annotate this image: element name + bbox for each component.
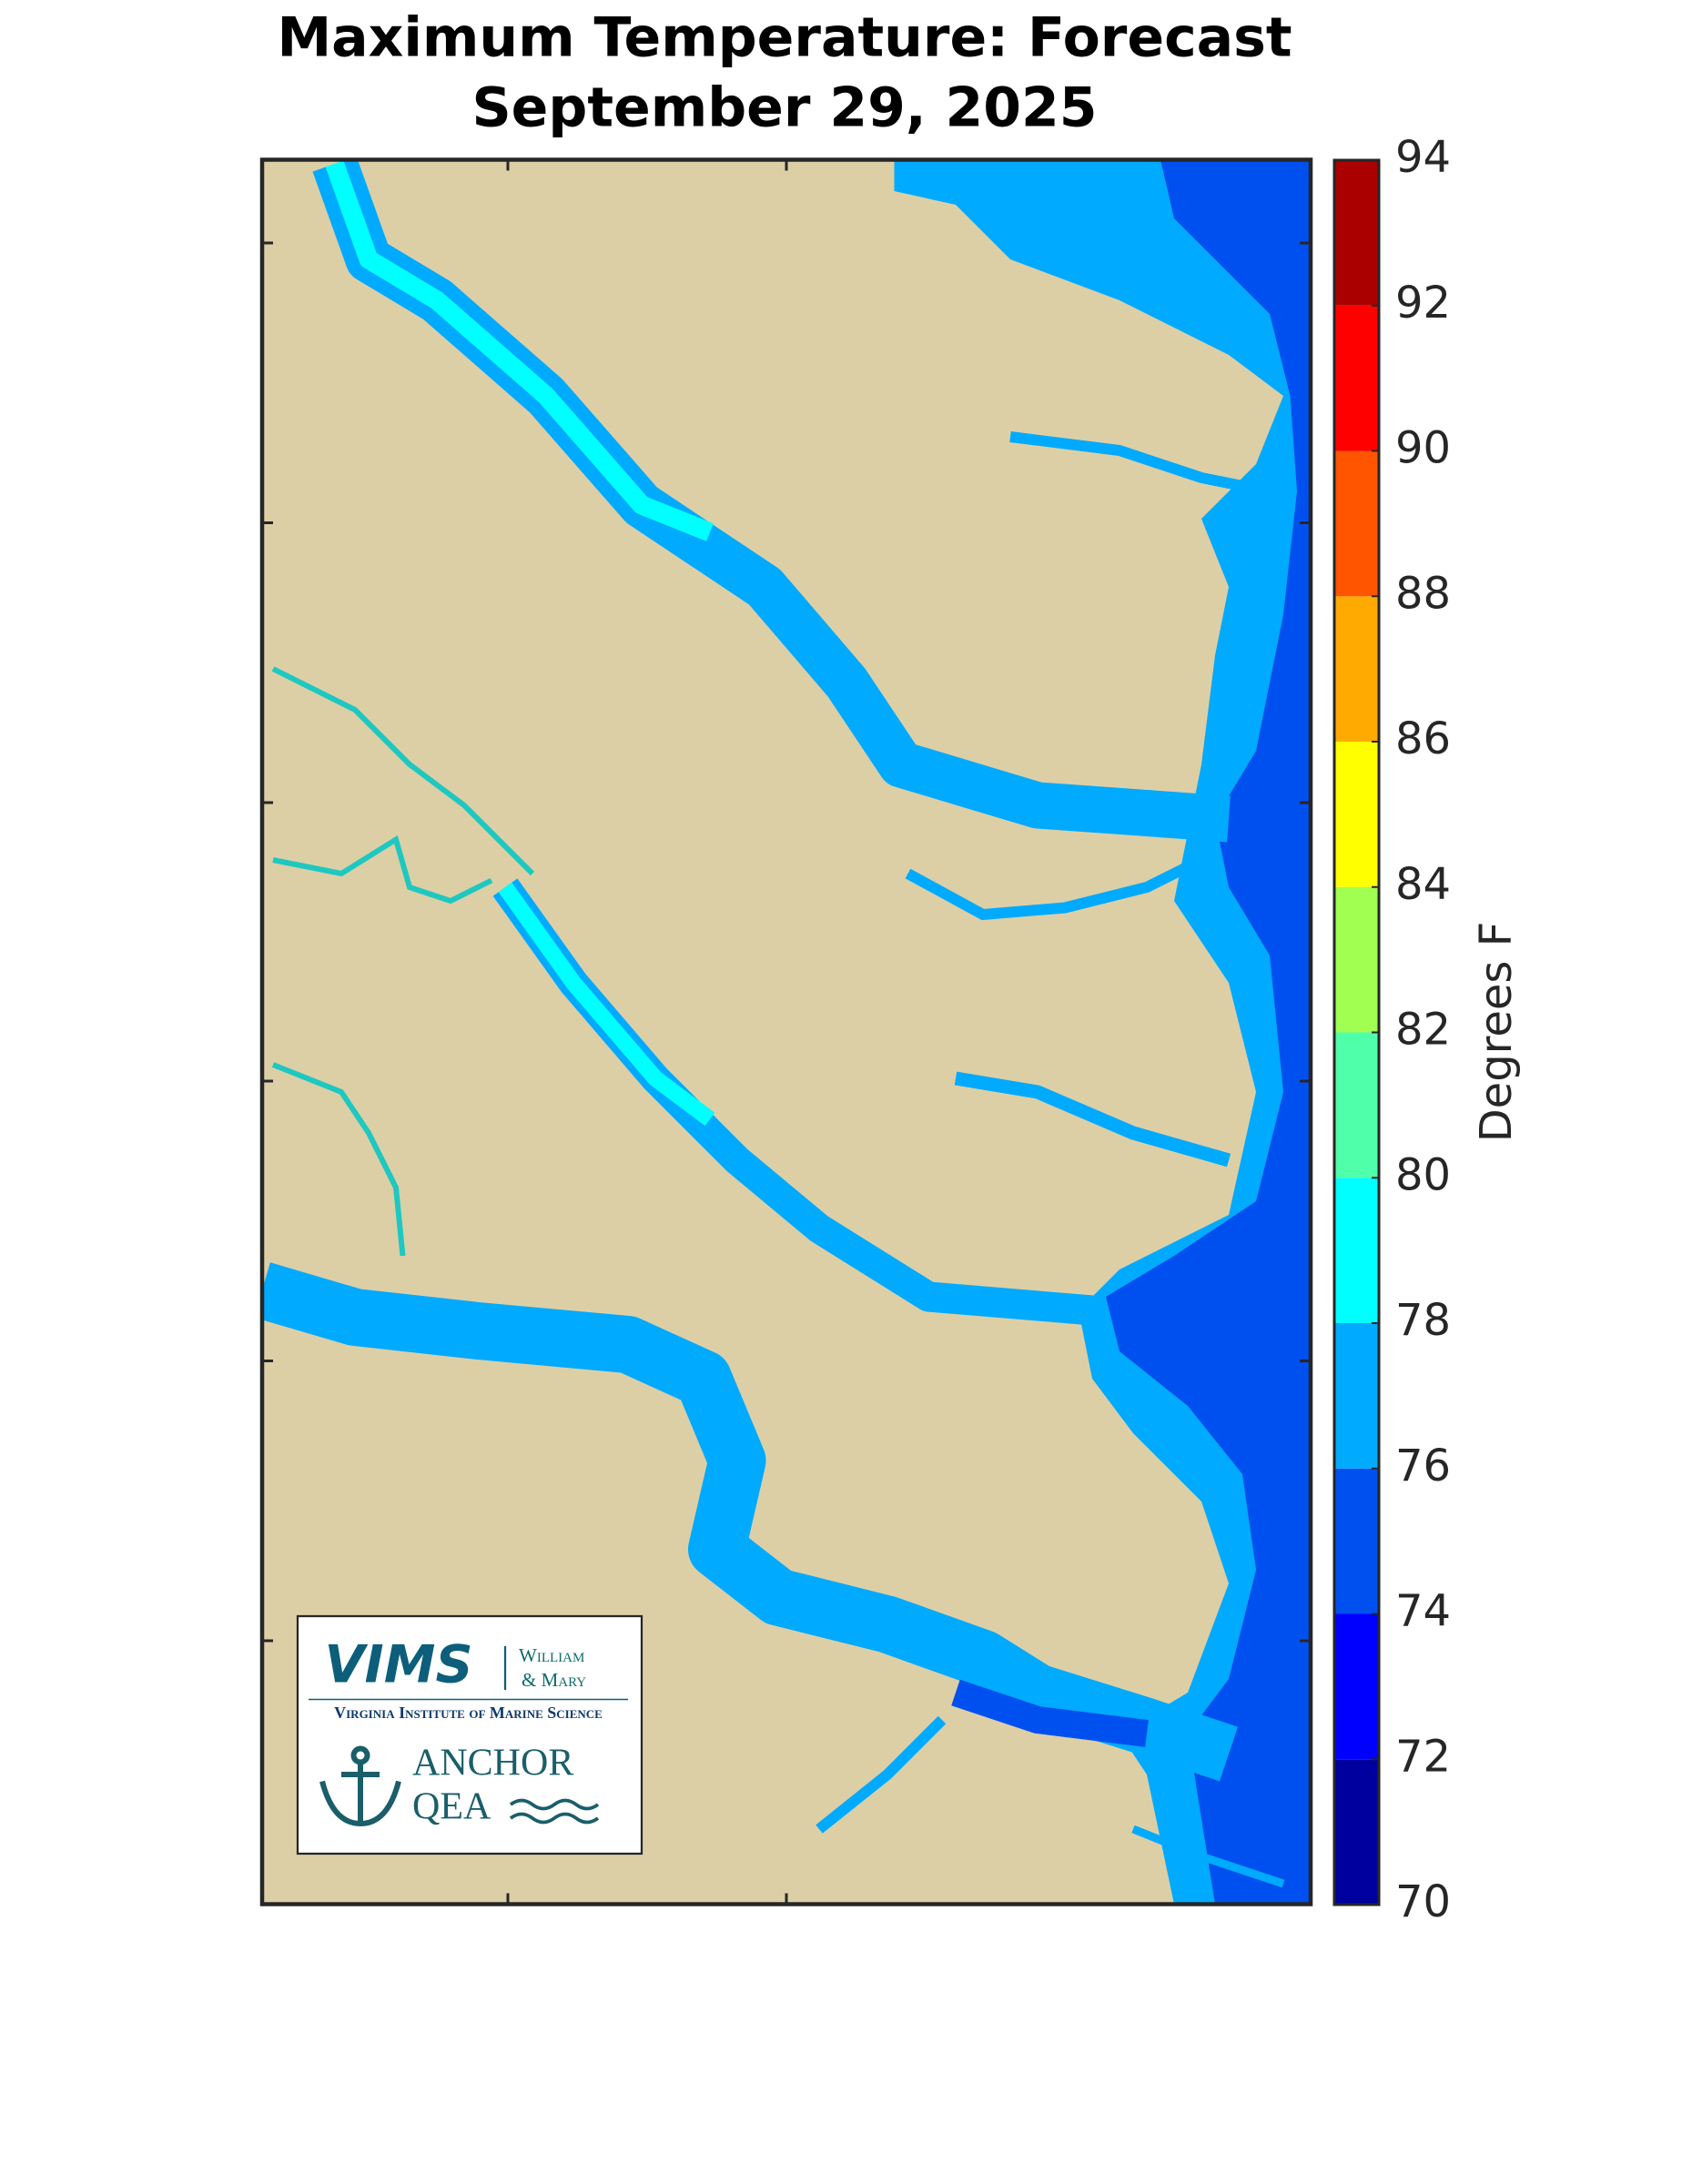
creek (816, 1715, 947, 1834)
colorbar-segment (1334, 1468, 1379, 1614)
colorbar-tick-label: 72 (1395, 1731, 1451, 1782)
colorbar-segment (1334, 596, 1379, 742)
logo-anchor: ANCHOR (412, 1743, 573, 1785)
colorbar-tick-label: 84 (1395, 859, 1451, 910)
meander (271, 1062, 406, 1257)
colorbar-segment (1334, 1032, 1379, 1178)
creek (905, 854, 1204, 921)
colorbar-tick-label: 78 (1395, 1295, 1451, 1346)
colorbar-tick-label: 90 (1395, 423, 1451, 474)
colorbar-label: Degrees F (1471, 922, 1522, 1143)
map: VIMS William & Mary Virginia Institute o… (259, 157, 1313, 1906)
logo-vims: VIMS (324, 1635, 472, 1695)
anchor-icon (319, 1745, 401, 1827)
subtitle: September 29, 2025 (471, 76, 1097, 140)
colorbar-segment (1334, 450, 1379, 597)
creek (954, 1071, 1231, 1168)
colorbar-tick-label: 82 (1395, 1005, 1451, 1056)
colorbar-segment (1334, 1323, 1379, 1469)
colorbar-segment (1334, 886, 1379, 1033)
creek (1009, 431, 1272, 497)
ocean (1106, 159, 1311, 1905)
colorbar-segment (1334, 1178, 1379, 1323)
james-mouth (951, 1679, 1149, 1747)
logo-william: William (519, 1644, 584, 1666)
meander (272, 834, 493, 905)
colorbar-segment (1334, 160, 1379, 306)
meander (271, 666, 535, 876)
colorbar-tick-label: 94 (1395, 132, 1451, 183)
colorbar-tick-label: 92 (1395, 278, 1451, 329)
colorbar-segment (1334, 1759, 1379, 1905)
rappahannock-upper (325, 160, 714, 541)
creek (1131, 1825, 1285, 1888)
colorbar-tick-label: 76 (1395, 1441, 1451, 1491)
colorbar-segment (1334, 742, 1379, 887)
colorbar-tick-label: 74 (1395, 1586, 1451, 1637)
york-upper (498, 882, 715, 1127)
logo-qea: QEA (412, 1786, 491, 1828)
logo-box (296, 1614, 643, 1855)
colorbar-tick-label: 80 (1395, 1149, 1451, 1200)
bay-shallow (894, 159, 1311, 1905)
colorbar-tick-label: 86 (1395, 713, 1451, 764)
map-ticks (262, 159, 1311, 1905)
logo-mary: & Mary (522, 1669, 586, 1691)
waves (509, 1798, 600, 1825)
colorbar-tick-label: 88 (1395, 568, 1451, 619)
james (262, 1262, 1238, 1782)
colorbar: 70 72 74 76 78 80 82 84 86 88 90 92 94 (1332, 132, 1451, 1927)
colorbar-segment (1334, 1613, 1379, 1760)
logo-institute: Virginia Institute of Marine Science (334, 1704, 603, 1722)
colorbar-segment (1334, 305, 1379, 451)
colorbar-tick-label: 70 (1395, 1876, 1451, 1927)
title: Maximum Temperature: Forecast (277, 6, 1292, 70)
